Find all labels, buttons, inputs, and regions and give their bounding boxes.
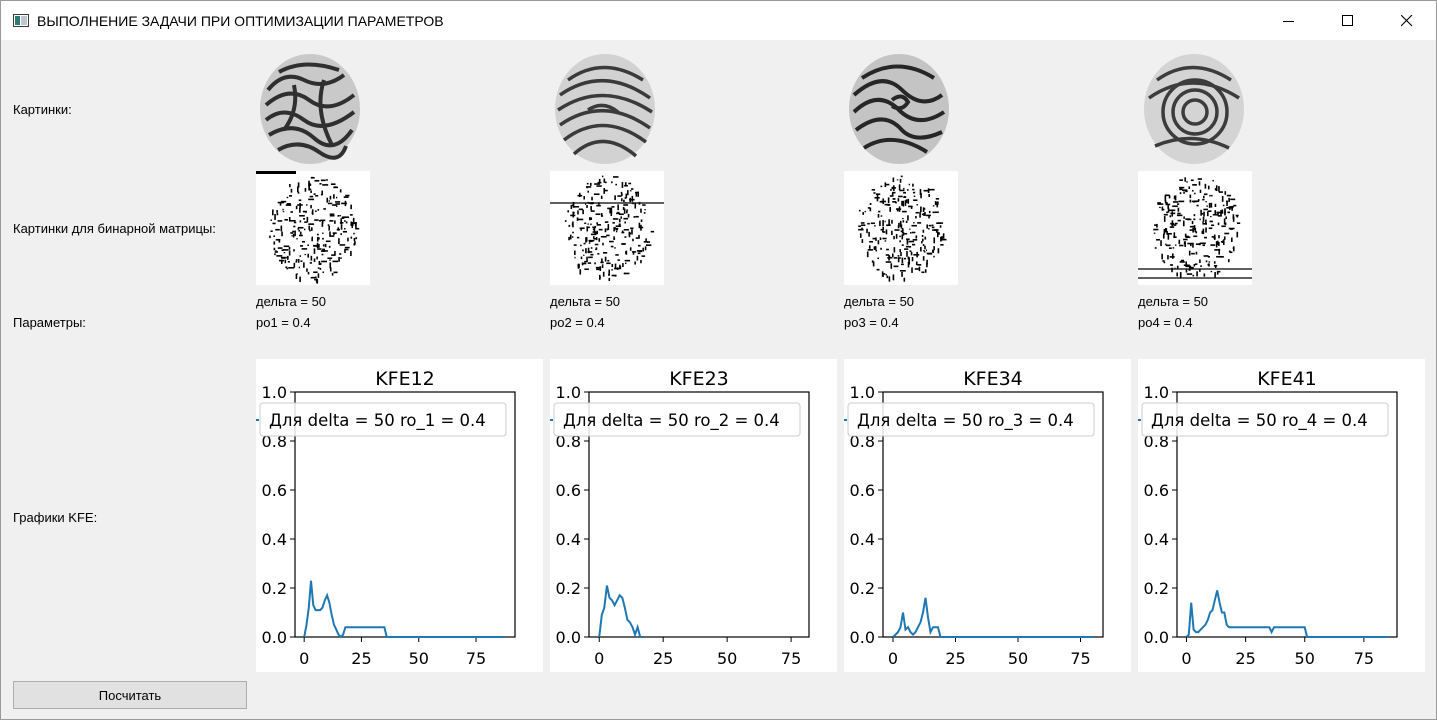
- legend-label: Для delta = 50 ro_2 = 0.4: [563, 411, 780, 431]
- x-tick-label: 0: [594, 649, 604, 668]
- y-tick-label: 1.0: [262, 383, 287, 402]
- maximize-button[interactable]: [1319, 1, 1377, 40]
- y-tick-label: 0.4: [556, 530, 581, 549]
- delta-value: дельта = 50: [256, 294, 327, 309]
- x-tick-label: 75: [1070, 649, 1090, 668]
- chart-title: KFE23: [669, 368, 729, 390]
- x-tick-label: 25: [1235, 649, 1255, 668]
- maximize-icon: [1342, 14, 1353, 26]
- chart-kfe41: KFE41 0.0 0.2 0.4 0.6 0.8 1.0 0 25 50 75 Для delta …: [1138, 359, 1425, 672]
- legend-label: Для delta = 50 ro_1 = 0.4: [269, 411, 486, 431]
- fingerprint-image-1: [254, 50, 368, 164]
- legend-box: [259, 402, 507, 437]
- app-icon: [13, 14, 29, 27]
- title-bar[interactable]: ВЫПОЛНЕНИЕ ЗАДАЧИ ПРИ ОПТИМИЗАЦИИ ПАРАМЕ…: [1, 1, 1436, 40]
- y-tick-label: 0.8: [262, 432, 287, 451]
- y-tick-label: 0.6: [556, 481, 581, 500]
- minimize-button[interactable]: [1260, 1, 1318, 40]
- y-tick-label: 0.4: [1144, 530, 1169, 549]
- y-tick-label: 0.2: [262, 579, 287, 598]
- binary-image-3: [844, 171, 958, 285]
- y-tick-label: 0.6: [1144, 481, 1169, 500]
- y-tick-label: 0.8: [1144, 432, 1169, 451]
- params-2: дельта = 50 ро2 = 0.4: [550, 291, 620, 333]
- legend-box: [847, 402, 1095, 437]
- x-tick-label: 25: [351, 649, 371, 668]
- x-tick-label: 0: [1181, 649, 1191, 668]
- parameters-label: Параметры:: [13, 315, 86, 330]
- chart-title: KFE41: [1257, 368, 1317, 390]
- params-4: дельта = 50 ро4 = 0.4: [1138, 291, 1208, 333]
- params-3: дельта = 50 ро3 = 0.4: [844, 291, 914, 333]
- ro-value: ро3 = 0.4: [844, 315, 899, 330]
- chart-title: KFE34: [963, 368, 1023, 390]
- binary-image-4: [1138, 171, 1252, 285]
- y-tick-label: 0.2: [850, 579, 875, 598]
- window-title: ВЫПОЛНЕНИЕ ЗАДАЧИ ПРИ ОПТИМИЗАЦИИ ПАРАМЕ…: [37, 13, 444, 29]
- y-tick-label: 0.6: [262, 481, 287, 500]
- y-tick-label: 0.8: [850, 432, 875, 451]
- binary-pictures-label: Картинки для бинарной матрицы:: [13, 221, 216, 236]
- y-tick-label: 0.6: [850, 481, 875, 500]
- x-tick-label: 75: [781, 649, 801, 668]
- legend-box: [553, 402, 801, 437]
- y-tick-label: 0.0: [1144, 628, 1169, 647]
- y-tick-label: 0.0: [556, 628, 581, 647]
- chart-kfe12: KFE12 0.0 0.2 0.4 0.6 0.8 1.0 0 25 50 75 Для delta …: [256, 359, 543, 672]
- y-tick-label: 0.2: [1144, 579, 1169, 598]
- binary-image-2: [550, 171, 664, 285]
- plot-frame: [588, 391, 810, 638]
- x-tick-label: 50: [717, 649, 737, 668]
- series-line: [892, 597, 1093, 638]
- delta-value: дельта = 50: [844, 294, 915, 309]
- delta-value: дельта = 50: [550, 294, 621, 309]
- y-tick-label: 0.4: [262, 530, 287, 549]
- binary-image-1: [256, 171, 370, 285]
- x-tick-label: 50: [1008, 649, 1028, 668]
- ro-value: ро4 = 0.4: [1138, 315, 1193, 330]
- ro-value: ро1 = 0.4: [256, 315, 311, 330]
- x-tick-label: 0: [299, 649, 309, 668]
- series-line: [303, 580, 504, 639]
- calculate-button[interactable]: Посчитать: [13, 681, 247, 709]
- params-1: дельта = 50 ро1 = 0.4: [256, 291, 326, 333]
- y-tick-label: 0.2: [556, 579, 581, 598]
- minimize-icon: [1283, 20, 1294, 22]
- delta-value: дельта = 50: [1138, 294, 1209, 309]
- series-line: [1185, 590, 1388, 638]
- close-icon: [1401, 14, 1413, 26]
- fingerprint-image-2: [548, 50, 662, 164]
- pictures-label: Картинки:: [13, 102, 72, 117]
- x-tick-label: 75: [1354, 649, 1374, 668]
- close-button[interactable]: [1378, 1, 1436, 40]
- chart-title: KFE12: [375, 368, 435, 390]
- x-tick-label: 0: [888, 649, 898, 668]
- y-tick-label: 0.0: [850, 628, 875, 647]
- plot-frame: [1176, 391, 1398, 638]
- legend-label: Для delta = 50 ro_3 = 0.4: [857, 411, 1074, 431]
- kfe-graphs-label: Графики KFE:: [13, 510, 98, 525]
- y-tick-label: 0.4: [850, 530, 875, 549]
- chart-kfe23: KFE23 0.0 0.2 0.4 0.6 0.8 1.0 0 25 50 75 Для delta …: [550, 359, 837, 672]
- x-tick-label: 75: [466, 649, 486, 668]
- fingerprint-image-4: [1137, 50, 1251, 164]
- legend-box: [1141, 402, 1389, 437]
- y-tick-label: 1.0: [556, 383, 581, 402]
- y-tick-label: 1.0: [1144, 383, 1169, 402]
- y-tick-label: 0.8: [556, 432, 581, 451]
- legend-label: Для delta = 50 ro_4 = 0.4: [1151, 411, 1368, 431]
- x-tick-label: 25: [945, 649, 965, 668]
- y-tick-label: 0.0: [262, 628, 287, 647]
- chart-kfe34: KFE34 0.0 0.2 0.4 0.6 0.8 1.0 0 25 50 75 Для delta …: [844, 359, 1131, 672]
- series-line: [598, 585, 643, 638]
- x-tick-label: 25: [653, 649, 673, 668]
- ro-value: ро2 = 0.4: [550, 315, 605, 330]
- y-tick-label: 1.0: [850, 383, 875, 402]
- x-tick-label: 50: [409, 649, 429, 668]
- fingerprint-image-3: [842, 50, 956, 164]
- x-tick-label: 50: [1295, 649, 1315, 668]
